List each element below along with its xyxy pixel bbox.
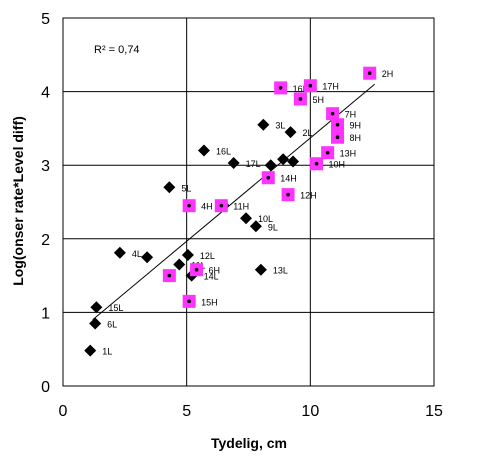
r-squared-annotation: R² = 0,74 [94,44,140,56]
square-point-center [335,122,340,127]
point-label: 7H [345,110,357,120]
x-tick-label: 10 [301,403,319,420]
x-axis-title: Tydelig, cm [211,435,287,451]
square-point-center [325,150,330,155]
square-point-center [335,135,340,140]
square-point-center [330,111,335,116]
point-label: 4H [201,202,213,212]
point-label: 10L [258,214,273,224]
square-point-center [286,192,290,197]
square-point-center [219,203,224,208]
plot-area-border [62,17,435,387]
point-label: 13L [273,266,288,276]
x-tick-label: 0 [59,403,68,420]
diamond-point [277,153,290,166]
diamond-point [84,344,97,357]
point-label: 12H [300,191,317,201]
square-point-center [367,71,372,75]
point-label: 5H [312,95,324,105]
y-tick-label: 1 [41,305,50,322]
data-points: 1L6L15L4L11L12L14L5L16L17L10L9L13L3L2L2H… [84,66,394,357]
diamond-point [173,258,186,271]
square-point-center [266,175,271,180]
square-point-center [298,97,303,101]
square-point-center [187,299,191,304]
diamond-point [264,159,277,172]
tick-labels: 0 5 10 15 0 1 2 3 4 5 [41,11,443,420]
point-label: 9L [268,222,278,232]
point-label: 14L [204,272,219,282]
diamond-point [181,248,194,261]
diamond-point [113,246,126,259]
x-tick-label: 5 [182,403,191,420]
point-label: 11H [233,202,249,212]
point-label: 15L [108,303,123,313]
diamond-point [284,126,297,139]
point-label: 16L [216,146,231,156]
point-label: 5L [181,183,191,193]
point-label: 6L [107,319,117,329]
point-label: 2L [303,128,313,138]
diamond-point [141,251,154,264]
point-label: 8H [350,133,362,143]
point-label: 12L [200,251,215,261]
point-label: 13H [340,149,357,159]
square-point-center [194,267,199,272]
diamond-point [257,118,270,131]
square-point-center [278,86,283,90]
y-tick-label: 4 [41,85,50,102]
point-label: 17H [322,82,339,92]
y-tick-label: 5 [41,11,50,28]
y-tick-label: 2 [41,232,50,249]
y-tick-label: 0 [41,379,50,396]
point-label: 17L [246,159,261,169]
diamond-point [227,156,240,169]
diamond-point [197,144,210,157]
square-point-center [308,83,313,88]
diamond-point [90,301,103,314]
point-label: 10H [329,160,346,170]
y-tick-label: 3 [41,158,50,175]
diamond-point [254,263,267,276]
square-point-center [314,161,319,166]
x-tick-label: 15 [425,403,443,420]
square-point-center [187,203,191,208]
point-label: 16H [293,84,310,94]
point-label: 1L [102,347,112,357]
point-label: 6H [209,266,221,276]
diamond-point [163,181,176,194]
diamond-point [287,155,300,168]
point-label: 4L [132,249,142,259]
point-label: 14H [280,174,297,184]
diamond-point [240,212,253,225]
diamond-point [89,317,102,330]
point-label: 3L [275,121,285,131]
trend-line [92,83,375,321]
y-axis-title: Log(onser rate*Level diff) [10,116,26,286]
point-label: 9H [350,121,362,131]
square-point-center [167,273,172,278]
point-label: 15H [201,297,218,307]
diamond-point [249,220,262,233]
point-label: 2H [382,69,394,79]
